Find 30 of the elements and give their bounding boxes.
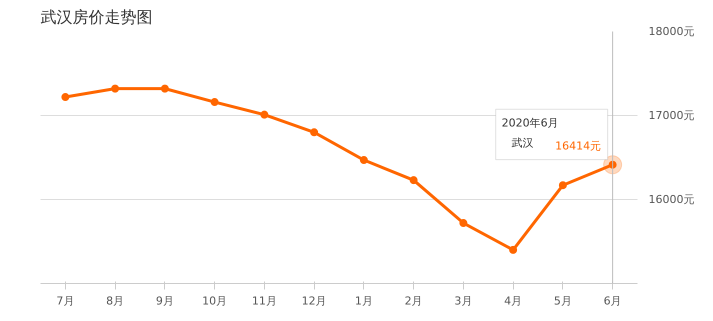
x-tick-label: 5月: [554, 294, 572, 308]
x-tick-label: 6月: [604, 294, 622, 308]
annotation: 2020年6月: [502, 116, 559, 130]
data-label: 16414元: [555, 140, 602, 153]
point: [360, 156, 368, 164]
x-tick-label: 2月: [404, 294, 423, 308]
x-tick-label: 10月: [202, 294, 228, 308]
point: [410, 176, 418, 184]
x-tick-label: 7月: [56, 294, 74, 308]
x-tick-label: 1月: [354, 294, 373, 308]
x-tick-label: 11月: [252, 294, 277, 308]
point: [558, 181, 567, 190]
point: [459, 219, 468, 228]
y-tick-label: 18000元: [648, 25, 694, 38]
y-tick-label: 17000元: [648, 109, 694, 122]
point: [260, 110, 268, 119]
x-tick-label: 12月: [302, 294, 327, 308]
point: [111, 84, 120, 93]
x-tick-label: 9月: [156, 294, 174, 308]
y-tick-label: 16000元: [648, 193, 694, 206]
x-tick-label: 4月: [504, 294, 522, 308]
point: [310, 128, 318, 136]
point: [509, 246, 518, 254]
point: [160, 84, 169, 93]
x-tick-label: 8月: [106, 294, 124, 308]
point: [61, 93, 70, 102]
x-tick-label: 3月: [454, 294, 472, 308]
chart-title: 武汉房价走势图: [40, 8, 152, 26]
text: 武汉: [512, 136, 534, 150]
point: [210, 98, 219, 106]
